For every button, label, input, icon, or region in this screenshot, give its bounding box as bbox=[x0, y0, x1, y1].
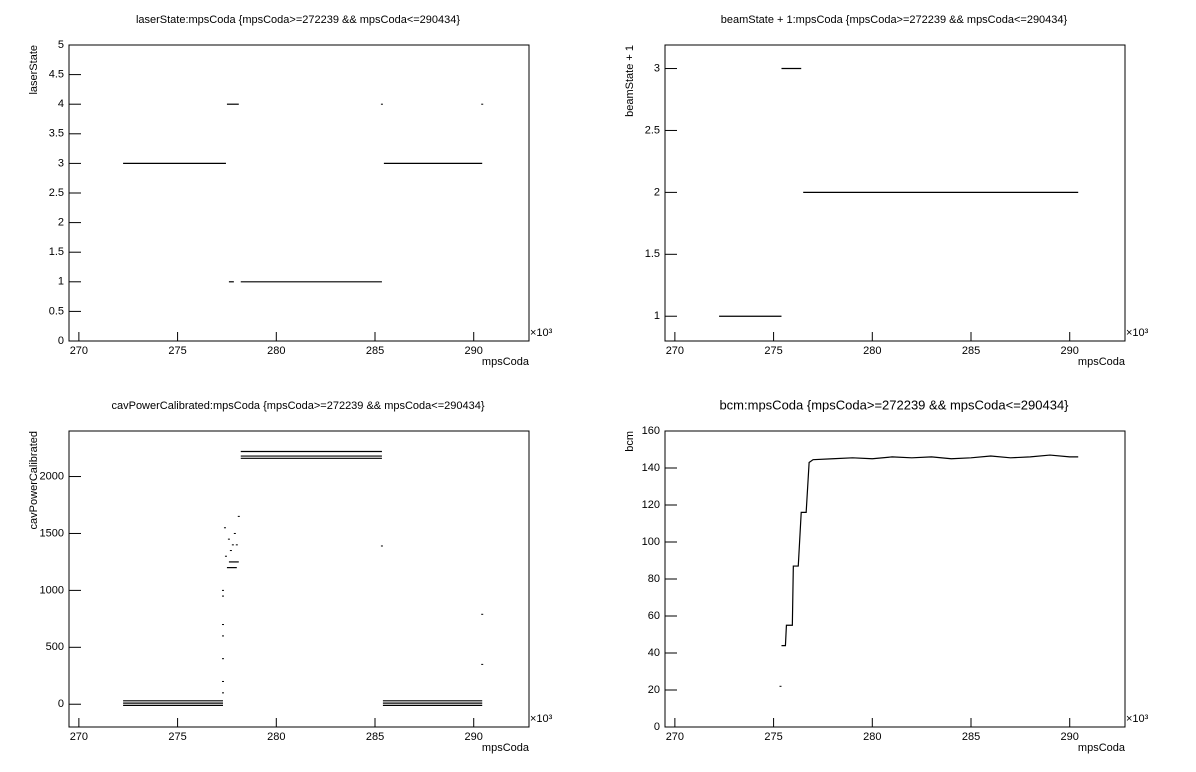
y-tick-label: 120 bbox=[642, 499, 660, 511]
data-point bbox=[235, 544, 238, 546]
x-tick-label: 270 bbox=[70, 345, 88, 357]
x-tick-label: 285 bbox=[962, 345, 980, 357]
x-multiplier: ×10³ bbox=[530, 713, 553, 725]
y-tick-label: 0 bbox=[58, 335, 64, 347]
x-tick-label: 275 bbox=[764, 731, 782, 743]
chart-title: bcm:mpsCoda {mpsCoda>=272239 && mpsCoda<… bbox=[719, 397, 1069, 412]
y-tick-label: 5 bbox=[58, 39, 64, 51]
data-point bbox=[229, 550, 232, 552]
data-point bbox=[481, 103, 484, 105]
y-tick-label: 100 bbox=[642, 536, 660, 548]
x-tick-label: 280 bbox=[267, 731, 285, 743]
x-tick-label: 270 bbox=[666, 345, 684, 357]
y-axis-label: bcm bbox=[624, 431, 636, 452]
x-tick-label: 270 bbox=[666, 731, 684, 743]
data-line bbox=[781, 454, 1079, 647]
chart-title: beamState + 1:mpsCoda {mpsCoda>=272239 &… bbox=[721, 14, 1068, 26]
y-tick-label: 60 bbox=[648, 610, 660, 622]
data-point bbox=[221, 589, 224, 591]
x-tick-label: 280 bbox=[267, 345, 285, 357]
y-tick-label: 4.5 bbox=[49, 69, 64, 81]
data-point bbox=[221, 635, 224, 637]
y-tick-label: 160 bbox=[642, 425, 660, 437]
y-axis-label: laserState bbox=[28, 45, 40, 95]
data-point bbox=[227, 538, 230, 540]
x-tick-label: 270 bbox=[70, 731, 88, 743]
x-tick-label: 290 bbox=[465, 345, 483, 357]
y-tick-label: 0 bbox=[654, 721, 660, 733]
x-tick-label: 275 bbox=[168, 345, 186, 357]
x-axis-label: mpsCoda bbox=[482, 356, 530, 368]
chart-title: laserState:mpsCoda {mpsCoda>=272239 && m… bbox=[136, 14, 460, 26]
y-tick-label: 1000 bbox=[40, 584, 64, 596]
y-tick-label: 1.5 bbox=[645, 248, 660, 260]
data-point bbox=[221, 692, 224, 694]
y-tick-label: 1.5 bbox=[49, 246, 64, 258]
x-tick-label: 285 bbox=[366, 345, 384, 357]
x-tick-label: 290 bbox=[1061, 345, 1079, 357]
x-axis-label: mpsCoda bbox=[482, 742, 530, 754]
data-point bbox=[221, 658, 224, 660]
plot-frame bbox=[664, 44, 1126, 342]
y-tick-label: 80 bbox=[648, 573, 660, 585]
data-point bbox=[221, 624, 224, 626]
y-tick-label: 2.5 bbox=[645, 124, 660, 136]
data-point bbox=[221, 680, 224, 682]
y-tick-label: 0.5 bbox=[49, 305, 64, 317]
plot-frame bbox=[664, 430, 1126, 728]
data-point bbox=[231, 544, 234, 546]
x-tick-label: 280 bbox=[863, 731, 881, 743]
data-point bbox=[221, 595, 224, 597]
data-point bbox=[380, 545, 383, 547]
data-point bbox=[233, 532, 236, 534]
y-tick-label: 140 bbox=[642, 462, 660, 474]
y-tick-label: 4 bbox=[58, 98, 64, 110]
plot-frame bbox=[68, 44, 530, 342]
data-point bbox=[380, 103, 383, 105]
y-tick-label: 1 bbox=[58, 276, 64, 288]
data-point bbox=[779, 685, 782, 687]
plot-frame bbox=[68, 430, 530, 728]
x-tick-label: 285 bbox=[366, 731, 384, 743]
x-tick-label: 280 bbox=[863, 345, 881, 357]
data-point bbox=[481, 663, 484, 665]
data-point bbox=[481, 613, 484, 615]
y-tick-label: 2000 bbox=[40, 470, 64, 482]
y-tick-label: 3.5 bbox=[49, 128, 64, 140]
y-tick-label: 3 bbox=[58, 157, 64, 169]
y-tick-label: 2.5 bbox=[49, 187, 64, 199]
data-point bbox=[224, 555, 227, 557]
y-axis-label: cavPowerCalibrated bbox=[28, 431, 40, 529]
y-tick-label: 2 bbox=[654, 186, 660, 198]
x-tick-label: 290 bbox=[1061, 731, 1079, 743]
data-point bbox=[223, 527, 226, 529]
y-axis-label: beamState + 1 bbox=[624, 45, 636, 117]
y-tick-label: 500 bbox=[46, 641, 64, 653]
x-tick-label: 275 bbox=[764, 345, 782, 357]
y-tick-label: 0 bbox=[58, 698, 64, 710]
x-multiplier: ×10³ bbox=[530, 327, 553, 339]
x-multiplier: ×10³ bbox=[1126, 327, 1149, 339]
y-tick-label: 40 bbox=[648, 647, 660, 659]
y-tick-label: 1 bbox=[654, 310, 660, 322]
y-tick-label: 2 bbox=[58, 217, 64, 229]
data-point bbox=[237, 515, 240, 517]
x-tick-label: 275 bbox=[168, 731, 186, 743]
x-tick-label: 290 bbox=[465, 731, 483, 743]
chart-title: cavPowerCalibrated:mpsCoda {mpsCoda>=272… bbox=[111, 400, 484, 412]
x-multiplier: ×10³ bbox=[1126, 713, 1149, 725]
x-axis-label: mpsCoda bbox=[1078, 356, 1126, 368]
x-axis-label: mpsCoda bbox=[1078, 742, 1126, 754]
y-tick-label: 3 bbox=[654, 62, 660, 74]
x-tick-label: 285 bbox=[962, 731, 980, 743]
y-tick-label: 1500 bbox=[40, 527, 64, 539]
y-tick-label: 20 bbox=[648, 684, 660, 696]
